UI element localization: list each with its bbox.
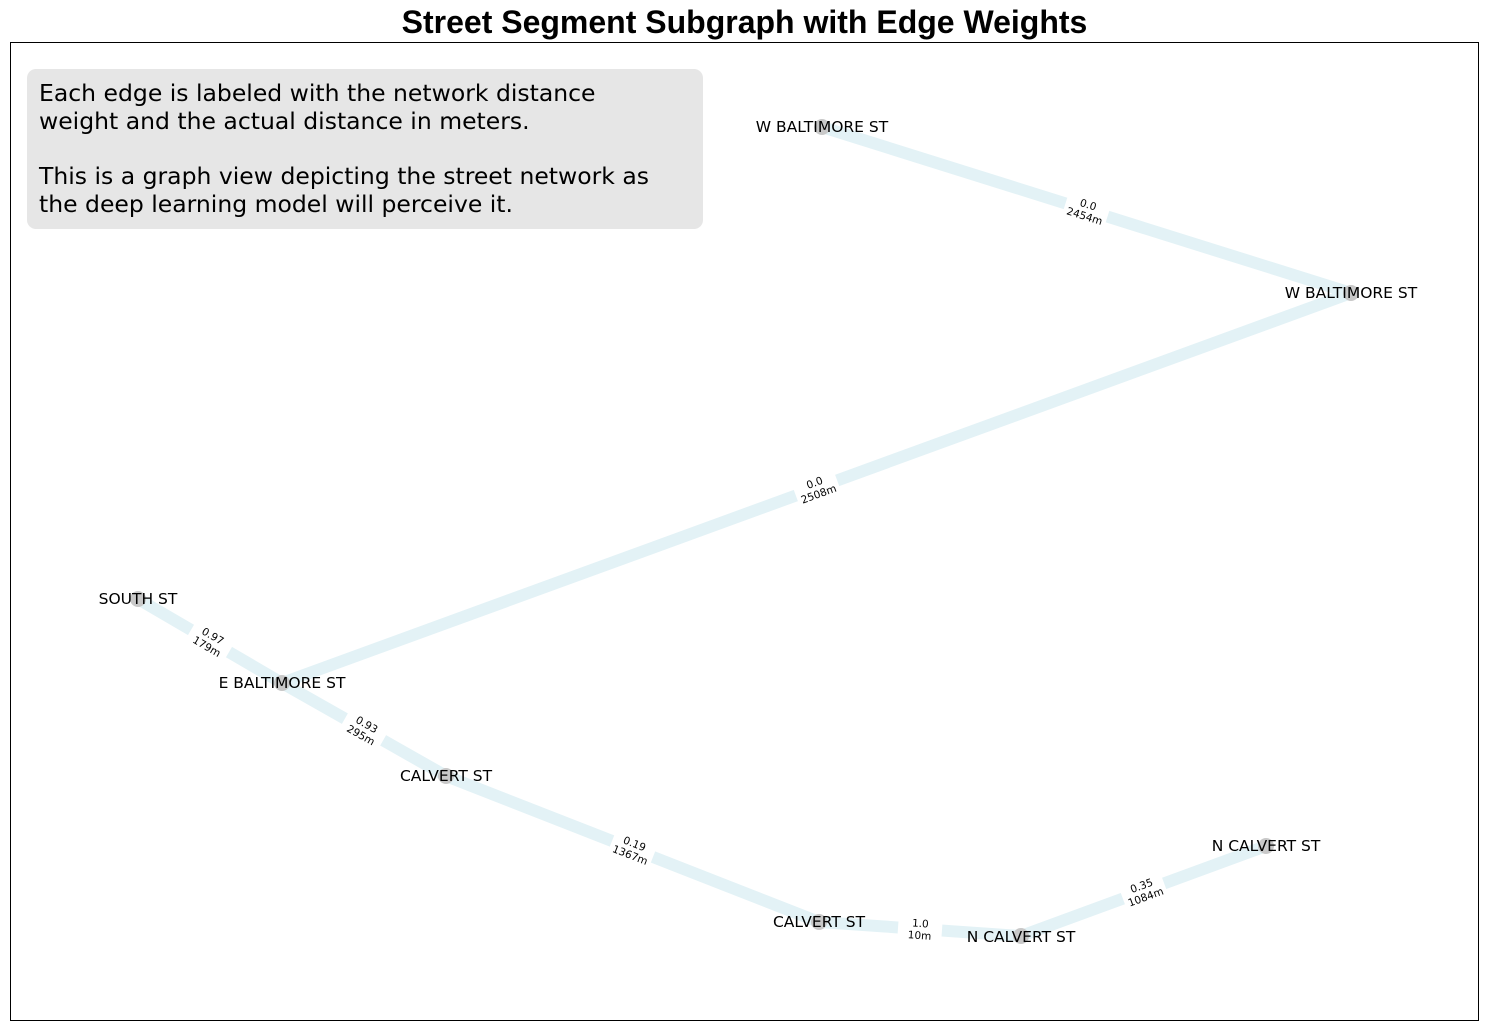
edge-label-background [1061, 190, 1112, 230]
note-line: the deep learning model will perceive it… [39, 190, 513, 218]
explanation-note: Each edge is labeled with the network di… [27, 69, 703, 229]
nodes-layer [130, 119, 1359, 944]
node-label: SOUTH ST [99, 590, 178, 608]
node-label: W BALTIMORE ST [1285, 284, 1418, 302]
chart-title: Street Segment Subgraph with Edge Weight… [401, 4, 1088, 40]
node-n0 [814, 119, 830, 135]
plot-frame [10, 42, 1479, 1021]
node-n2 [130, 591, 146, 607]
node-labels-layer: W BALTIMORE ST W BALTIMORE ST SOUTH ST E BA… [99, 118, 1418, 946]
node-label: N CALVERT ST [967, 928, 1076, 946]
node-label: N CALVERT ST [1212, 837, 1321, 855]
node-label: W BALTIMORE ST [756, 118, 889, 136]
edge-weight-label: 0.0 [1078, 197, 1098, 213]
node-label: E BALTIMORE ST [219, 674, 346, 692]
edge-weight-label: 1.0 [912, 917, 929, 930]
node-label: CALVERT ST [773, 913, 866, 931]
node-label: CALVERT ST [400, 767, 493, 785]
edge-label-background [337, 706, 391, 753]
note-line: weight and the actual distance in meters… [39, 107, 530, 135]
note-line: Each edge is labeled with the network di… [39, 79, 596, 107]
edge-label-background [606, 827, 659, 871]
node-n3 [274, 675, 290, 691]
node-n4 [438, 768, 454, 784]
note-line: This is a graph view depicting the stree… [39, 162, 650, 190]
edge-distance-label: 10m [907, 929, 931, 943]
node-n5 [811, 914, 827, 930]
edge-weight-label: 0.0 [805, 475, 825, 492]
edge-label-background [791, 467, 842, 509]
edges-layer [134, 121, 1354, 942]
node-n7 [1258, 838, 1274, 854]
node-n1 [1343, 285, 1359, 301]
edge-label-background [183, 617, 237, 665]
edge-label-background [1118, 870, 1169, 912]
edge-label-background [897, 913, 943, 945]
node-n6 [1013, 928, 1029, 944]
note-spacer [39, 135, 691, 162]
